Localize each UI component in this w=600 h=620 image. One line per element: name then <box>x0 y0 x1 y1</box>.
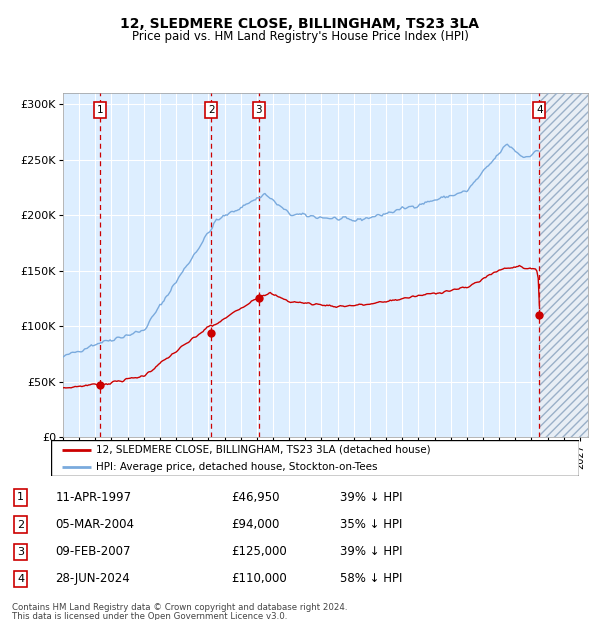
Text: 09-FEB-2007: 09-FEB-2007 <box>55 545 131 558</box>
Text: 39% ↓ HPI: 39% ↓ HPI <box>340 545 403 558</box>
Bar <box>539 93 588 437</box>
Text: 35% ↓ HPI: 35% ↓ HPI <box>340 518 403 531</box>
Text: This data is licensed under the Open Government Licence v3.0.: This data is licensed under the Open Gov… <box>12 612 287 620</box>
Text: 12, SLEDMERE CLOSE, BILLINGHAM, TS23 3LA: 12, SLEDMERE CLOSE, BILLINGHAM, TS23 3LA <box>121 17 479 32</box>
Text: 2: 2 <box>208 105 214 115</box>
Text: £125,000: £125,000 <box>231 545 287 558</box>
Text: Contains HM Land Registry data © Crown copyright and database right 2024.: Contains HM Land Registry data © Crown c… <box>12 603 347 613</box>
Text: £94,000: £94,000 <box>231 518 279 531</box>
Text: 12, SLEDMERE CLOSE, BILLINGHAM, TS23 3LA (detached house): 12, SLEDMERE CLOSE, BILLINGHAM, TS23 3LA… <box>96 445 431 454</box>
Text: 3: 3 <box>17 547 24 557</box>
Text: 2: 2 <box>17 520 24 529</box>
Text: HPI: Average price, detached house, Stockton-on-Tees: HPI: Average price, detached house, Stoc… <box>96 461 377 472</box>
Text: 28-JUN-2024: 28-JUN-2024 <box>55 572 130 585</box>
Bar <box>539 93 588 437</box>
Text: 1: 1 <box>97 105 103 115</box>
Text: 4: 4 <box>536 105 542 115</box>
Text: 39% ↓ HPI: 39% ↓ HPI <box>340 491 403 504</box>
Text: 3: 3 <box>256 105 262 115</box>
Text: £46,950: £46,950 <box>231 491 280 504</box>
Text: 05-MAR-2004: 05-MAR-2004 <box>55 518 134 531</box>
FancyBboxPatch shape <box>51 440 579 476</box>
Text: 1: 1 <box>17 492 24 502</box>
Text: £110,000: £110,000 <box>231 572 287 585</box>
Text: Price paid vs. HM Land Registry's House Price Index (HPI): Price paid vs. HM Land Registry's House … <box>131 30 469 43</box>
Text: 11-APR-1997: 11-APR-1997 <box>55 491 131 504</box>
Text: 58% ↓ HPI: 58% ↓ HPI <box>340 572 403 585</box>
Text: 4: 4 <box>17 574 24 584</box>
